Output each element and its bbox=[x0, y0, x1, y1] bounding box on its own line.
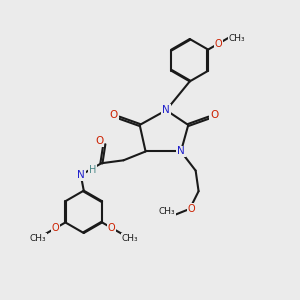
Text: H: H bbox=[89, 165, 96, 175]
Text: CH₃: CH₃ bbox=[229, 34, 246, 43]
Text: CH₃: CH₃ bbox=[29, 234, 46, 243]
Text: N: N bbox=[77, 170, 85, 180]
Text: O: O bbox=[188, 204, 195, 214]
Text: O: O bbox=[108, 223, 116, 233]
Text: O: O bbox=[210, 110, 218, 120]
Text: CH₃: CH₃ bbox=[121, 234, 138, 243]
Text: O: O bbox=[214, 39, 222, 49]
Text: N: N bbox=[177, 146, 185, 157]
Text: CH₃: CH₃ bbox=[158, 207, 175, 216]
Text: O: O bbox=[95, 136, 103, 146]
Text: O: O bbox=[52, 223, 59, 233]
Text: N: N bbox=[162, 105, 170, 115]
Text: O: O bbox=[110, 110, 118, 120]
